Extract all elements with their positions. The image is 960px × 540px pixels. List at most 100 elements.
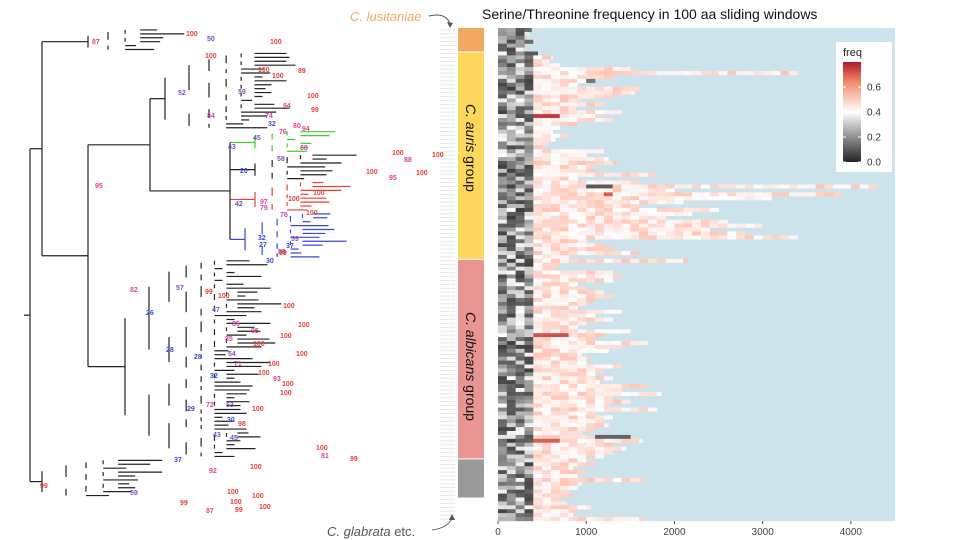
heatmap-cell (524, 239, 534, 244)
heatmap-cell (833, 192, 843, 197)
heatmap-cell (524, 278, 534, 283)
heatmap-cell (639, 223, 649, 228)
heatmap-cell (515, 286, 525, 291)
heatmap-cell (524, 153, 534, 158)
heatmap-cell (498, 419, 508, 424)
bootstrap-label: 92 (209, 468, 217, 475)
heatmap-cell (533, 172, 543, 177)
heatmap-cell (498, 137, 508, 142)
heatmap-cell (515, 184, 525, 189)
heatmap-cell (524, 337, 534, 342)
heatmap-cell (700, 207, 711, 213)
heatmap-cell (498, 403, 508, 408)
heatmap-cell (656, 235, 666, 240)
heatmap-cell (550, 454, 561, 459)
clade-label-albicans: C. albicans group (463, 312, 479, 421)
heatmap-cell (515, 305, 525, 310)
heatmap-cell (833, 184, 843, 189)
heatmap-cell (524, 438, 534, 443)
heatmap-cell (621, 86, 631, 91)
heatmap-cell (515, 364, 525, 369)
heatmap-cell (515, 90, 525, 95)
heatmap-cell (515, 67, 525, 72)
heatmap-cell (498, 462, 508, 467)
heatmap-cell (550, 137, 556, 142)
heatmap-cell (515, 180, 525, 185)
heatmap-cell (533, 341, 543, 346)
heatmap-cell (542, 200, 552, 205)
heatmap-cell (506, 270, 516, 275)
heatmap-cell (586, 188, 596, 193)
heatmap-cell (542, 129, 552, 134)
heatmap-cell (524, 321, 534, 326)
heatmap-cell (550, 376, 561, 381)
heatmap-cell (595, 387, 605, 393)
heatmap-cell (753, 235, 763, 240)
heatmap-row (498, 454, 605, 459)
heatmap-cell (524, 266, 534, 271)
heatmap-cell (498, 399, 508, 404)
heatmap-cell (506, 117, 516, 123)
heatmap-row (498, 395, 613, 400)
heatmap-cell (550, 290, 561, 295)
heatmap-cell (506, 141, 516, 146)
heatmap-cell (586, 102, 596, 107)
heatmap-cell (498, 344, 508, 350)
heatmap-cell (559, 90, 569, 95)
heatmap-cell (524, 196, 534, 201)
heatmap-cell (542, 231, 552, 236)
heatmap-cell (542, 481, 552, 486)
heatmap-cell (621, 90, 631, 95)
heatmap-cell (515, 231, 525, 236)
heatmap-cell (559, 321, 569, 326)
legend-tick-label: 0.0 (867, 158, 881, 169)
heatmap-cell (586, 223, 596, 228)
heatmap-cell (542, 243, 552, 248)
heatmap-cell (656, 215, 666, 220)
heatmap-cell (524, 74, 534, 80)
heatmap-cell (568, 239, 578, 244)
heatmap-cell (542, 294, 552, 299)
heatmap-cell (603, 211, 613, 217)
heatmap-cell (603, 227, 613, 232)
heatmap-cell (524, 376, 534, 381)
heatmap-cell (612, 67, 622, 72)
heatmap-cell (550, 258, 561, 263)
heatmap-cell (577, 157, 587, 162)
heatmap-row (498, 407, 658, 412)
heatmap-cell (568, 82, 578, 87)
heatmap-cell (542, 211, 552, 217)
heatmap-cell (524, 117, 534, 123)
heatmap-cell (550, 356, 561, 361)
heatmap-cell (753, 223, 763, 228)
heatmap-cell (524, 352, 534, 357)
heatmap-cell (559, 133, 569, 138)
heatmap-cell (550, 513, 561, 518)
bootstrap-label: 76 (279, 129, 287, 136)
heatmap-row (498, 431, 583, 436)
heatmap-cell (550, 215, 561, 220)
heatmap-cell (595, 309, 605, 314)
heatmap-cell (550, 294, 561, 299)
heatmap-cell (727, 184, 737, 189)
heatmap-cell (515, 51, 525, 56)
heatmap-cell (533, 321, 543, 326)
heatmap-cell (621, 231, 631, 236)
heatmap-cell (515, 395, 525, 400)
heatmap-cell (656, 223, 666, 228)
bootstrap-label: 100 (270, 39, 282, 46)
heatmap-cell (550, 86, 561, 91)
heatmap-cell (506, 239, 516, 244)
heatmap-cell (524, 348, 534, 353)
heatmap-cell (603, 442, 613, 447)
heatmap-cell (718, 196, 728, 201)
heatmap-cell (533, 356, 543, 361)
heatmap-cell (630, 180, 640, 185)
heatmap-cell (550, 380, 561, 385)
heatmap-cell (550, 489, 561, 494)
heatmap-cell (577, 164, 587, 170)
heatmap-cell (568, 337, 578, 342)
heatmap-cell (515, 176, 525, 181)
heatmap-cell (745, 184, 755, 189)
heatmap-cell (577, 368, 587, 373)
